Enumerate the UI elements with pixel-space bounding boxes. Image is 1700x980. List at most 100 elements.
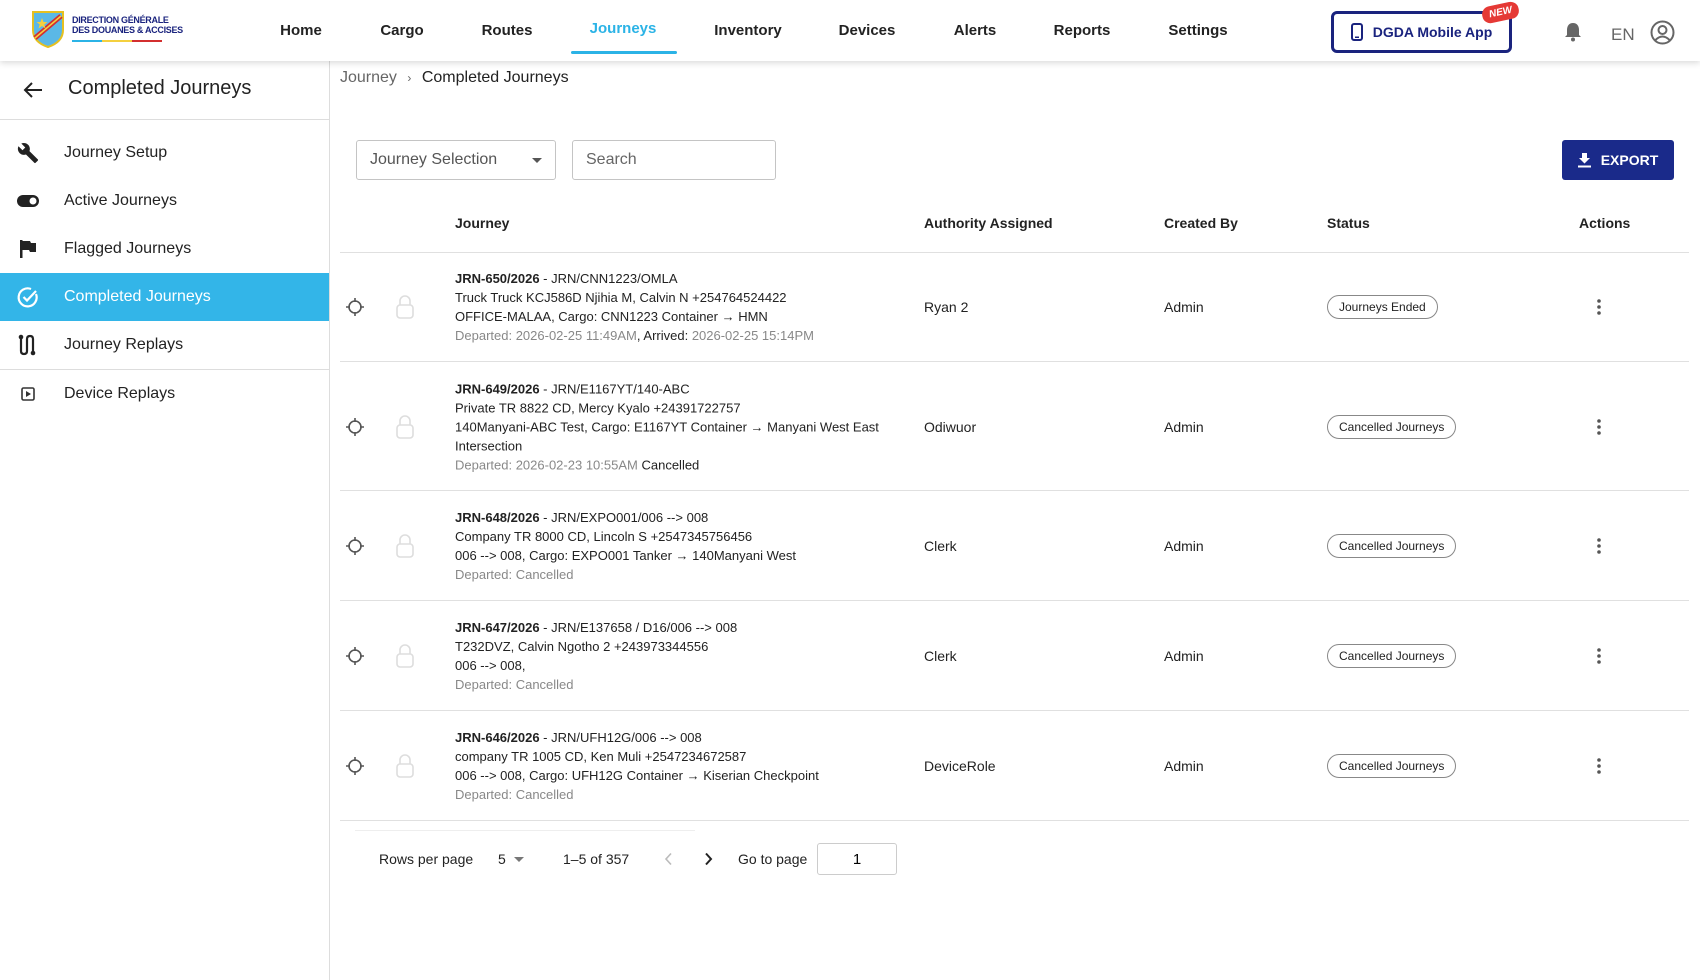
lock-icon[interactable] — [396, 644, 414, 668]
journey-id[interactable]: JRN-648/2026 — [455, 510, 540, 525]
journey-details[interactable]: JRN-648/2026 - JRN/EXPO001/006 --> 008 C… — [455, 508, 796, 584]
logo[interactable]: DIRECTION GÉNÉRALE DES DOUANES & ACCISES — [30, 8, 183, 48]
vehicle-driver: Truck Truck KCJ586D Njihia M, Calvin N +… — [455, 290, 787, 305]
col-status: Status — [1327, 215, 1370, 231]
more-vert-icon[interactable] — [1597, 418, 1601, 435]
created-by: Admin — [1164, 538, 1204, 554]
sidebar-title: Completed Journeys — [68, 77, 252, 99]
rows-per-page-select[interactable]: 5 — [498, 851, 524, 867]
dgda-crest-icon — [32, 11, 64, 48]
more-vert-icon[interactable] — [1597, 538, 1601, 554]
sidebar-item-completed-journeys[interactable]: Completed Journeys — [0, 273, 329, 321]
nav-home[interactable]: Home — [280, 22, 322, 39]
top-header: DIRECTION GÉNÉRALE DES DOUANES & ACCISES… — [0, 0, 1700, 61]
journey-details[interactable]: JRN-650/2026 - JRN/CNN1223/OMLA Truck Tr… — [455, 269, 814, 345]
lock-icon[interactable] — [396, 414, 414, 439]
back-arrow-icon[interactable] — [23, 81, 43, 99]
journey-ref: - JRN/E137658 / D16/006 --> 008 — [539, 620, 738, 635]
departed-time: 2026-02-25 11:49AM — [515, 328, 637, 343]
arrived-time: 2026-02-25 15:14PM — [691, 328, 814, 343]
journey-selection-value: Journey Selection — [370, 151, 498, 168]
scrollbar-track[interactable] — [355, 830, 695, 831]
nav-cargo[interactable]: Cargo — [380, 22, 424, 39]
locate-icon[interactable] — [346, 537, 364, 555]
locate-icon[interactable] — [346, 647, 364, 665]
route-icon — [0, 334, 64, 356]
sidebar-item-flagged-journeys[interactable]: Flagged Journeys — [0, 225, 329, 273]
created-by: Admin — [1164, 758, 1204, 774]
journey-selection-dropdown[interactable]: Journey Selection — [356, 140, 556, 180]
user-account-icon[interactable] — [1650, 20, 1675, 45]
journey-id[interactable]: JRN-647/2026 — [455, 620, 540, 635]
locate-icon[interactable] — [346, 417, 364, 436]
export-label: EXPORT — [1600, 152, 1659, 168]
journey-details[interactable]: JRN-649/2026 - JRN/E1167YT/140-ABC Priva… — [455, 379, 885, 474]
lock-icon[interactable] — [396, 534, 414, 558]
more-vert-icon[interactable] — [1597, 758, 1601, 774]
wrench-icon — [0, 142, 64, 164]
nav-reports[interactable]: Reports — [1053, 22, 1111, 39]
sidebar-item-journey-replays[interactable]: Journey Replays — [0, 321, 329, 369]
next-page-icon[interactable] — [705, 852, 713, 866]
nav-alerts[interactable]: Alerts — [953, 22, 997, 39]
journey-ref: - JRN/UFH12G/006 --> 008 — [539, 730, 702, 745]
departed-label: Departed: Cancelled — [455, 567, 574, 582]
mobile-app-button[interactable]: DGDA Mobile App NEW — [1331, 0, 1521, 53]
prev-page-icon[interactable] — [664, 852, 672, 866]
journey-id[interactable]: JRN-649/2026 — [455, 381, 540, 396]
journey-ref: - JRN/CNN1223/OMLA — [539, 271, 678, 286]
departed-label: Departed: — [455, 328, 516, 343]
created-by: Admin — [1164, 299, 1204, 315]
table-row[interactable]: JRN-647/2026 - JRN/E137658 / D16/006 -->… — [340, 601, 1689, 711]
nav-active-indicator — [571, 51, 677, 54]
sidebar-item-active-journeys[interactable]: Active Journeys — [0, 177, 329, 225]
lock-icon[interactable] — [396, 295, 414, 319]
nav-settings[interactable]: Settings — [1168, 22, 1228, 39]
search-input[interactable] — [572, 140, 776, 180]
route-cargo: 006 --> 008, Cargo: EXPO001 Tanker → 140… — [455, 548, 796, 563]
table-row[interactable]: JRN-650/2026 - JRN/CNN1223/OMLA Truck Tr… — [340, 252, 1689, 362]
journey-details[interactable]: JRN-647/2026 - JRN/E137658 / D16/006 -->… — [455, 618, 737, 694]
authority-assigned: Ryan 2 — [924, 299, 969, 315]
download-icon — [1577, 152, 1591, 167]
status-badge: Cancelled Journeys — [1327, 754, 1457, 778]
status-badge: Cancelled Journeys — [1327, 644, 1457, 668]
sidebar-item-label: Flagged Journeys — [64, 240, 192, 257]
sidebar-item-label: Device Replays — [64, 385, 176, 402]
col-created-by: Created By — [1164, 215, 1238, 231]
vehicle-driver: Company TR 8000 CD, Lincoln S +254734575… — [455, 529, 753, 544]
lock-icon[interactable] — [396, 754, 414, 778]
col-authority: Authority Assigned — [924, 215, 1053, 231]
go-to-page-label: Go to page — [738, 851, 808, 867]
vehicle-driver: Private TR 8822 CD, Mercy Kyalo +2439172… — [455, 400, 741, 415]
page-range: 1–5 of 357 — [563, 851, 630, 867]
logo-line2: DES DOUANES & ACCISES — [72, 24, 183, 35]
bell-icon[interactable] — [1564, 22, 1582, 42]
col-actions: Actions — [1579, 215, 1631, 231]
more-vert-icon[interactable] — [1597, 648, 1601, 664]
sidebar-item-device-replays[interactable]: Device Replays — [0, 370, 329, 418]
authority-assigned: DeviceRole — [924, 758, 996, 774]
mobile-app-label: DGDA Mobile App — [1372, 24, 1493, 40]
journey-id[interactable]: JRN-650/2026 — [455, 271, 540, 286]
table-row[interactable]: JRN-648/2026 - JRN/EXPO001/006 --> 008 C… — [340, 491, 1689, 601]
created-by: Admin — [1164, 648, 1204, 664]
sidebar-item-journey-setup[interactable]: Journey Setup — [0, 129, 329, 177]
journey-details[interactable]: JRN-646/2026 - JRN/UFH12G/006 --> 008 co… — [455, 728, 819, 804]
more-vert-icon[interactable] — [1597, 299, 1601, 315]
locate-icon[interactable] — [346, 298, 364, 316]
language-selector[interactable]: EN — [1611, 25, 1635, 44]
nav-routes[interactable]: Routes — [481, 22, 533, 39]
breadcrumb: Journey › Completed Journeys — [340, 69, 569, 87]
locate-icon[interactable] — [346, 757, 364, 775]
export-button[interactable]: EXPORT — [1562, 140, 1674, 180]
journey-id[interactable]: JRN-646/2026 — [455, 730, 540, 745]
breadcrumb-parent[interactable]: Journey — [340, 69, 397, 86]
table-row[interactable]: JRN-646/2026 - JRN/UFH12G/006 --> 008 co… — [340, 711, 1689, 821]
go-to-page-input[interactable] — [817, 843, 897, 875]
col-journey: Journey — [455, 215, 510, 231]
nav-inventory[interactable]: Inventory — [714, 22, 782, 39]
nav-journeys[interactable]: Journeys — [589, 20, 657, 37]
table-row[interactable]: JRN-649/2026 - JRN/E1167YT/140-ABC Priva… — [340, 362, 1689, 491]
nav-devices[interactable]: Devices — [838, 22, 896, 39]
